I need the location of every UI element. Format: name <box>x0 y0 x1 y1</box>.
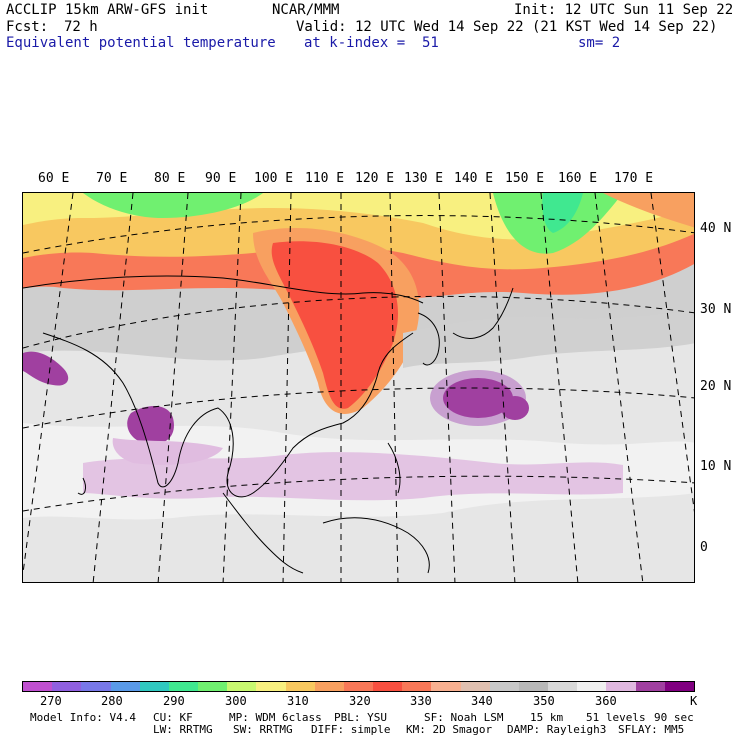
fcst-value: 72 h <box>64 19 98 35</box>
footer-levels: 51 levels <box>586 711 646 724</box>
colorbar-swatch <box>460 682 490 691</box>
theta-e-field <box>23 193 694 582</box>
colorbar-tick: 350 <box>533 694 555 708</box>
colorbar <box>22 681 695 692</box>
colorbar-tick: 270 <box>40 694 62 708</box>
model-title: ACCLIP 15km ARW-GFS init <box>6 2 209 18</box>
footer-mp: MP: WDM 6class <box>229 711 322 724</box>
colorbar-swatch <box>548 682 578 691</box>
footer-damp: DAMP: Rayleigh3 <box>507 723 607 736</box>
init-time: Init: 12 UTC Sun 11 Sep 22 <box>514 2 734 18</box>
lon-label: 80 E <box>154 171 186 186</box>
colorbar-swatch <box>577 682 607 691</box>
colorbar-swatch <box>110 682 140 691</box>
colorbar-swatch <box>518 682 549 691</box>
colorbar-swatch <box>402 682 432 691</box>
colorbar-swatch <box>431 682 461 691</box>
colorbar-swatch <box>314 682 344 691</box>
lon-label: 150 E <box>505 171 545 186</box>
colorbar-tick: 330 <box>410 694 432 708</box>
map-panel <box>22 192 695 583</box>
colorbar-swatch <box>168 682 199 691</box>
colorbar-swatch <box>23 682 53 691</box>
valid-time: Valid: 12 UTC Wed 14 Sep 22 (21 KST Wed … <box>296 19 718 35</box>
lon-label: 130 E <box>404 171 444 186</box>
lon-label: 110 E <box>305 171 345 186</box>
footer-sf: SF: Noah LSM <box>424 711 504 724</box>
colorbar-swatch <box>256 682 286 691</box>
colorbar-tick: 290 <box>163 694 185 708</box>
field-name: Equivalent potential temperature <box>6 35 276 51</box>
lon-label: 160 E <box>558 171 598 186</box>
lon-label: 90 E <box>205 171 237 186</box>
lon-label: 140 E <box>454 171 494 186</box>
colorbar-unit: K <box>690 694 698 708</box>
lon-label: 120 E <box>355 171 395 186</box>
colorbar-swatch <box>664 682 694 691</box>
lat-label: 0 <box>700 540 708 555</box>
colorbar-swatch <box>81 682 111 691</box>
center-label: NCAR/MMM <box>272 2 340 18</box>
lon-label: 70 E <box>96 171 128 186</box>
footer-km: KM: 2D Smagor <box>406 723 493 736</box>
footer-pbl: PBL: YSU <box>334 711 387 724</box>
lon-label: 170 E <box>614 171 654 186</box>
colorbar-tick: 360 <box>595 694 617 708</box>
colorbar-tick: 310 <box>287 694 309 708</box>
footer-timestep: 90 sec <box>654 711 694 724</box>
footer-model-info: Model Info: V4.4 <box>30 711 136 724</box>
footer-resolution: 15 km <box>530 711 564 724</box>
lat-label: 20 N <box>700 379 732 394</box>
colorbar-swatch <box>139 682 169 691</box>
colorbar-swatch <box>343 682 374 691</box>
colorbar-tick: 280 <box>101 694 123 708</box>
colorbar-swatch <box>227 682 257 691</box>
smooth-label: sm= 2 <box>578 35 621 51</box>
colorbar-tick: 300 <box>225 694 247 708</box>
colorbar-swatch <box>635 682 665 691</box>
lon-label: 60 E <box>38 171 70 186</box>
footer-cu: CU: KF <box>153 711 193 724</box>
colorbar-swatch <box>198 682 228 691</box>
colorbar-swatch <box>489 682 519 691</box>
colorbar-tick: 320 <box>349 694 371 708</box>
footer-sflay: SFLAY: MM5 <box>618 723 685 736</box>
colorbar-swatch <box>606 682 636 691</box>
footer-lw: LW: RRTMG <box>153 723 213 736</box>
footer-diff: DIFF: simple <box>311 723 391 736</box>
footer-sw: SW: RRTMG <box>233 723 293 736</box>
level-label: at k-index = 51 <box>304 35 439 51</box>
colorbar-swatch <box>285 682 315 691</box>
lon-label: 100 E <box>254 171 294 186</box>
colorbar-tick: 340 <box>471 694 493 708</box>
colorbar-swatch <box>52 682 82 691</box>
lat-label: 40 N <box>700 221 732 236</box>
colorbar-swatch <box>373 682 403 691</box>
lat-label: 10 N <box>700 459 732 474</box>
fcst-label: Fcst: <box>6 19 49 35</box>
lat-label: 30 N <box>700 302 732 317</box>
